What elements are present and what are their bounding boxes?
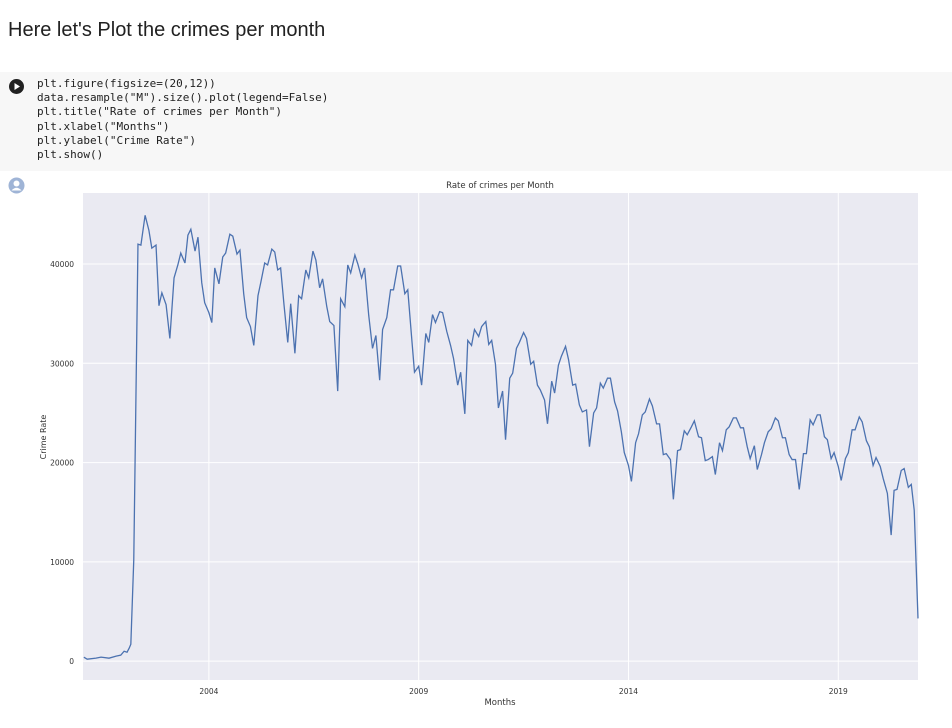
y-tick-label: 40000	[50, 260, 74, 269]
y-tick-label: 30000	[50, 359, 74, 368]
code: plt.figure(figsize=(20,12)) data.resample…	[37, 77, 328, 162]
run-icon	[14, 83, 20, 90]
run-button[interactable]	[9, 79, 24, 94]
x-tick-label: 2019	[829, 687, 848, 696]
x-tick-label: 2014	[619, 687, 638, 696]
chart-title: Rate of crimes per Month	[446, 181, 554, 191]
code-cell	[0, 72, 952, 171]
code-line: plt.title("Rate of crimes per Month")	[37, 105, 283, 119]
y-tick-label: 10000	[50, 558, 74, 567]
x-tick-label: 2009	[409, 687, 428, 696]
code-line: plt.ylabel("Crime Rate")	[37, 133, 196, 147]
code-line: data.resample("M").size().plot(legend=Fa…	[37, 91, 329, 105]
code-line: plt.show()	[37, 148, 104, 162]
data-line	[83, 215, 919, 660]
code-line: plt.figure(figsize=(20,12))	[37, 77, 216, 90]
heading: Here let's Plot the crimes per month	[8, 19, 326, 41]
y-axis-label: Crime Rate	[39, 415, 48, 460]
plot-area	[83, 193, 918, 680]
x-axis-label: Months	[484, 698, 516, 708]
y-tick-label: 20000	[50, 459, 74, 468]
x-tick-label: 2004	[199, 687, 218, 696]
output-avatar	[8, 177, 25, 194]
code-line: plt.xlabel("Months")	[37, 119, 170, 133]
y-tick-label: 0	[69, 657, 74, 666]
